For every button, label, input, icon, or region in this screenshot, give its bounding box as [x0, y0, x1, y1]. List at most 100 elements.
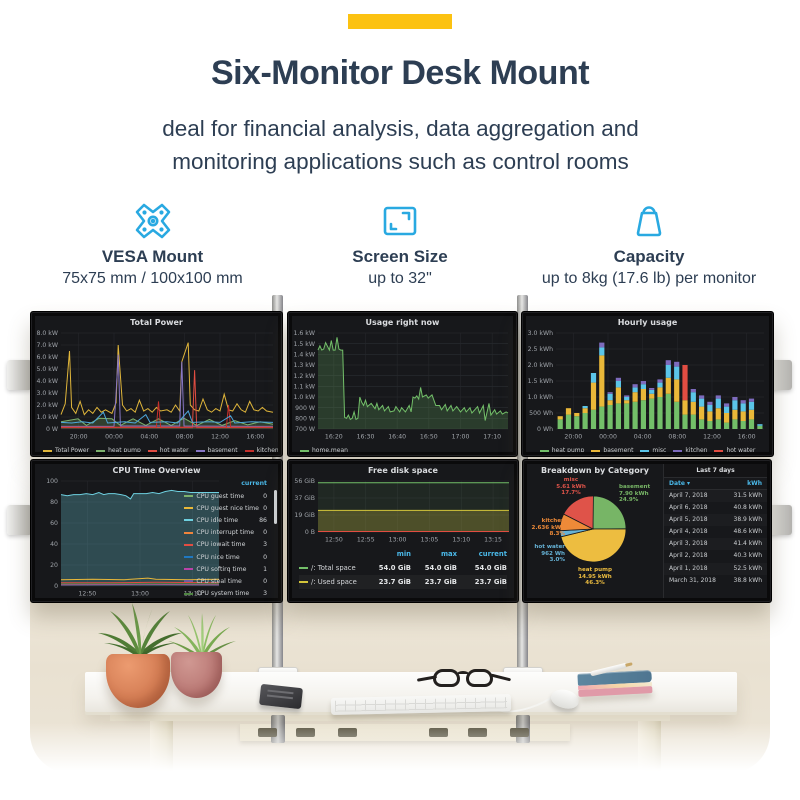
table-row: April 5, 2018 38.9 kWh [664, 514, 767, 527]
svg-text:16:00: 16:00 [738, 434, 756, 441]
legend-swatch [43, 449, 52, 452]
cable-tray-slot [468, 728, 487, 737]
legend-item: Total Power [43, 447, 89, 452]
capacity-icon [518, 200, 780, 242]
svg-text:1.0 kW: 1.0 kW [293, 394, 315, 401]
svg-text:0: 0 [54, 583, 58, 590]
svg-text:16:20: 16:20 [325, 434, 343, 441]
svg-text:0 B: 0 B [305, 529, 315, 536]
pie-slice-label: basement 7.90 kWh 24.9% [619, 484, 651, 504]
table-rows: April 7, 2018 31.5 kWh April 6, 2018 40.8 k… [664, 490, 767, 598]
svg-text:12:50: 12:50 [78, 591, 96, 598]
svg-text:16:40: 16:40 [388, 434, 406, 441]
legend-item: misc [640, 447, 666, 452]
feature-capacity: Capacity up to 8kg (17.6 lb) per monitor [518, 200, 780, 288]
disk-stat-value: 23.7 GiB [457, 575, 507, 589]
disk-stat-value: 23.7 GiB [365, 575, 411, 589]
svg-text:1.6 kW: 1.6 kW [293, 330, 315, 337]
legend-swatch [539, 449, 549, 452]
cpu-series-row: CPU idle time 86 [184, 514, 273, 526]
svg-text:13:15: 13:15 [484, 537, 502, 544]
disk-series-row: /: Used space [299, 575, 365, 589]
svg-text:80: 80 [50, 499, 58, 506]
cpu-series-row: CPU nice time 0 [184, 551, 273, 563]
feature-title: Screen Size [352, 247, 448, 266]
chart-legend: Total Power heat pump hot water basement kit… [35, 445, 278, 452]
cpu-series-row: CPU interrupt time 0 [184, 527, 273, 539]
feature-row: VESA Mount 75x75 mm / 100x100 mm Screen … [0, 200, 800, 290]
table-title: Last 7 days [664, 464, 767, 478]
svg-text:1.0 kWh: 1.0 kWh [528, 394, 554, 401]
legend-swatch [195, 449, 205, 452]
table-row: April 6, 2018 40.8 kWh [669, 504, 762, 512]
svg-text:1.0 kW: 1.0 kW [36, 414, 58, 421]
svg-text:20:00: 20:00 [70, 434, 88, 441]
table-row: April 3, 2018 41.4 kWh [664, 538, 767, 551]
cpu-series-row: CPU guest time 0 [184, 490, 273, 502]
svg-text:900 W: 900 W [295, 405, 315, 412]
accent-bar [348, 14, 452, 29]
column-header: min [396, 550, 411, 558]
cable-tray-slot [429, 728, 448, 737]
legend-item: kitchen [673, 447, 707, 452]
svg-text:40: 40 [50, 541, 58, 548]
disk-stat-value: 23.7 GiB [411, 575, 457, 589]
disk-stat-value: 54.0 GiB [424, 564, 457, 572]
panel-title: Total Power [130, 318, 183, 327]
succulent-plant [168, 613, 236, 661]
aloe-plant [98, 603, 182, 659]
svg-text:8.0 kW: 8.0 kW [36, 330, 58, 337]
cable-tray-slot [338, 728, 357, 737]
svg-text:12:00: 12:00 [703, 434, 721, 441]
total-power-chart: 8.0 kW 7.0 kW 6.0 kW 5.0 kW 4.0 kW 3.0 kW 2.0 … [35, 329, 278, 445]
svg-text:100: 100 [46, 478, 58, 485]
table-header: Date ▾ kWh [664, 478, 767, 490]
pink-plant-pot [171, 652, 222, 698]
svg-text:17:10: 17:10 [483, 434, 501, 441]
legend-item: home.mean [300, 447, 348, 452]
legend-item: basement [591, 447, 633, 452]
monitor-usage-right-now: Usage right now 1.6 kW 1.5 kW 1.4 kW 1.3 kW… [287, 311, 518, 457]
svg-text:1.4 kW: 1.4 kW [293, 352, 315, 359]
svg-text:1.3 kW: 1.3 kW [293, 362, 315, 369]
svg-text:56 GiB: 56 GiB [294, 478, 315, 485]
panel-title: Hourly usage [617, 318, 678, 327]
page-title: Six-Monitor Desk Mount [210, 54, 590, 92]
svg-text:13:10: 13:10 [452, 537, 470, 544]
free-disk-chart: 56 GiB 37 GiB 19 GiB 0 B 12:50 12:55 13:00 13:0… [292, 477, 514, 548]
vesa-mount-icon [25, 200, 280, 242]
cpu-series-row: CPU guest nice time 0 [184, 502, 273, 514]
legend-item: kitchen [244, 447, 278, 452]
svg-text:5.0 kW: 5.0 kW [36, 366, 58, 373]
panel-title: CPU Time Overview [112, 466, 201, 475]
disk-stats-table: min max current /: Total space 54.0 GiB 54.0 … [292, 548, 514, 598]
cable-tray [240, 724, 570, 741]
legend-swatch [96, 449, 106, 452]
feature-value: 75x75 mm / 100x100 mm [62, 270, 243, 287]
table-row: March 31, 2018 38.8 kWh [669, 576, 762, 584]
cpu-legend-table: current CPU guest time 0 CPU guest nice tim… [182, 477, 278, 598]
column-header: max [440, 550, 457, 558]
monitor-arm-cap-bottom-left [7, 505, 32, 535]
feature-vesa-mount: VESA Mount 75x75 mm / 100x100 mm [25, 200, 280, 288]
svg-text:00:00: 00:00 [599, 434, 617, 441]
svg-text:60: 60 [50, 520, 58, 527]
svg-text:16:30: 16:30 [357, 434, 375, 441]
panel-title: Breakdown by Category [541, 466, 649, 475]
table-row: April 7, 2018 31.5 kWh [664, 490, 767, 503]
svg-text:04:00: 04:00 [634, 434, 652, 441]
svg-text:1.5 kWh: 1.5 kWh [528, 378, 554, 385]
legend-swatch [300, 449, 309, 452]
svg-text:1.2 kW: 1.2 kW [293, 373, 315, 380]
legend-item: hot water [147, 447, 189, 452]
legend-swatch [147, 449, 157, 452]
svg-text:37 GiB: 37 GiB [294, 495, 315, 502]
svg-text:12:50: 12:50 [325, 537, 343, 544]
cable-tray-slot [296, 728, 315, 737]
legend-item: heat pump [96, 447, 141, 452]
pie-slice-label: misc 5.61 kWh 17.7% [556, 477, 586, 497]
disk-stat-value: 54.0 GiB [474, 564, 507, 572]
column-header: Date ▾ [669, 480, 691, 487]
